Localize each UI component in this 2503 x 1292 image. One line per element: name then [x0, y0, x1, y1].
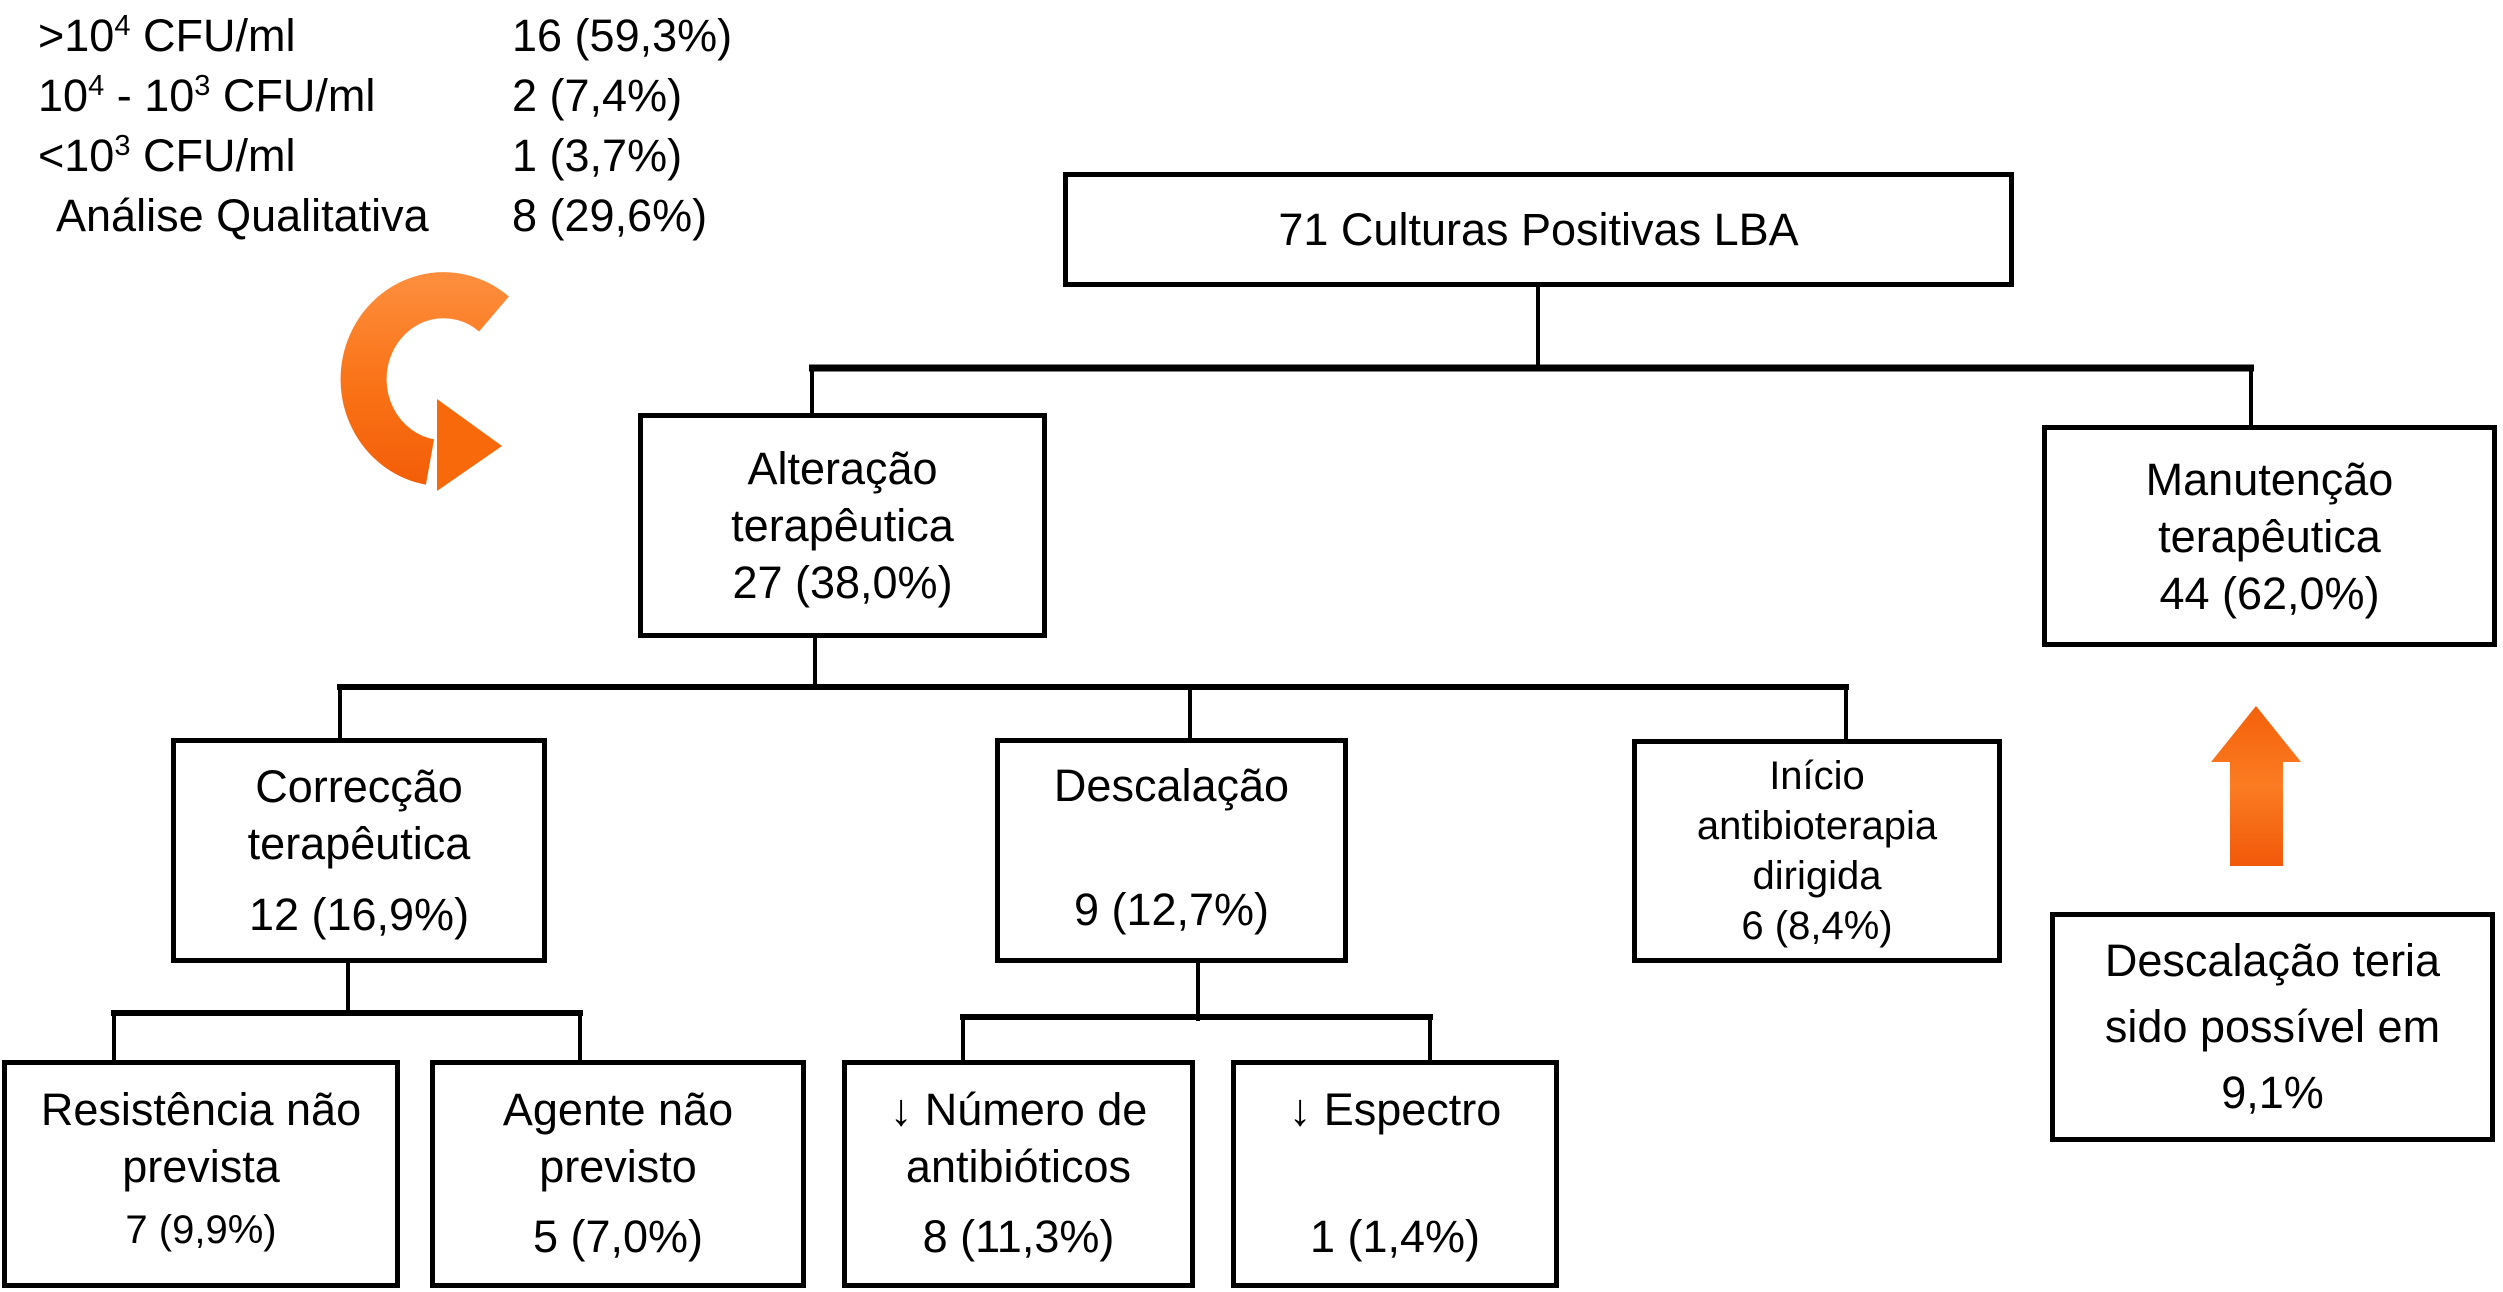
legend-row: 104 - 103 CFU/ml 2 (7,4%) [38, 66, 682, 126]
box-line: Resistência não [40, 1084, 362, 1135]
box-line: 9,1% [2221, 1067, 2324, 1118]
box-line: Agente não [502, 1084, 734, 1135]
box-line: 5 (7,0%) [532, 1211, 704, 1262]
box-line: antibióticos [905, 1141, 1132, 1192]
box-agente-nao-previsto: Agente não previsto 5 (7,0%) [430, 1060, 806, 1288]
box-descalacao: Descalação 9 (12,7%) [995, 738, 1348, 963]
box-descalacao-teria-sido-possivel: Descalação teria sido possível em 9,1% [2050, 912, 2495, 1142]
box-line: ↓ Número de [889, 1084, 1148, 1135]
box-line: Correcção [255, 761, 463, 812]
legend-label: <103 CFU/ml [38, 130, 296, 181]
legend-row: <103 CFU/ml 1 (3,7%) [38, 126, 682, 186]
box-alteracao-terapeutica: Alteração terapêutica 27 (38,0%) [638, 413, 1047, 638]
box-line: 1 (1,4%) [1309, 1211, 1481, 1262]
box-line: ↓ Espectro [1288, 1084, 1502, 1135]
curved-arrow-icon [340, 272, 509, 491]
box-manutencao-terapeutica: Manutenção terapêutica 44 (62,0%) [2042, 425, 2497, 647]
legend-row: Análise Qualitativa 8 (29,6%) [38, 186, 707, 246]
box-line: sido possível em [2104, 1001, 2441, 1052]
up-arrow-icon [2211, 706, 2301, 866]
box-line: 44 (62,0%) [2159, 567, 2380, 619]
box-line: previsto [539, 1141, 697, 1192]
legend-value: 1 (3,7%) [512, 130, 683, 181]
box-culturas-positivas-lba: 71 Culturas Positivas LBA [1063, 172, 2014, 287]
box-inicio-antibioterapia-dirigida: Início antibioterapia dirigida 6 (8,4%) [1632, 739, 2002, 963]
box-line: 71 Culturas Positivas LBA [1278, 204, 1799, 255]
box-line: antibioterapia [1696, 804, 1938, 848]
box-line: 6 (8,4%) [1741, 904, 1893, 948]
box-correccao-terapeutica: Correcção terapêutica 12 (16,9%) [171, 738, 547, 963]
box-line: terapêutica [2158, 510, 2381, 562]
box-line: 9 (12,7%) [1073, 884, 1270, 935]
legend-value: 2 (7,4%) [512, 70, 683, 121]
box-line: 8 (11,3%) [922, 1211, 1115, 1262]
box-reducao-numero-antibioticos: ↓ Número de antibióticos 8 (11,3%) [842, 1060, 1195, 1288]
legend-value: 16 (59,3%) [512, 10, 733, 61]
box-line: Manutenção [2145, 453, 2394, 505]
box-line: terapêutica [731, 500, 954, 551]
box-resistencia-nao-prevista: Resistência não prevista 7 (9,9%) [2, 1060, 400, 1288]
box-line: terapêutica [247, 818, 471, 869]
box-line: 12 (16,9%) [248, 889, 470, 940]
box-line: dirigida [1752, 854, 1882, 898]
legend-label: 104 - 103 CFU/ml [38, 70, 376, 121]
tree-connector-lines [111, 287, 2254, 1065]
box-line: prevista [122, 1141, 280, 1192]
legend-row: >104 CFU/ml 16 (59,3%) [38, 6, 732, 66]
box-line: 7 (9,9%) [125, 1208, 277, 1252]
box-line: Alteração [747, 443, 938, 494]
box-line: Descalação teria [2104, 935, 2441, 986]
box-line: Descalação [1053, 760, 1290, 811]
box-line: 27 (38,0%) [732, 557, 953, 608]
cfu-legend: >104 CFU/ml 16 (59,3%) 104 - 103 CFU/ml 2 (… [38, 6, 732, 246]
legend-label: Análise Qualitativa [56, 190, 429, 241]
legend-value: 8 (29,6%) [512, 190, 708, 241]
box-reducao-espectro: ↓ Espectro 1 (1,4%) [1231, 1060, 1559, 1288]
legend-label: >104 CFU/ml [38, 10, 296, 61]
box-line: Início [1769, 754, 1865, 798]
